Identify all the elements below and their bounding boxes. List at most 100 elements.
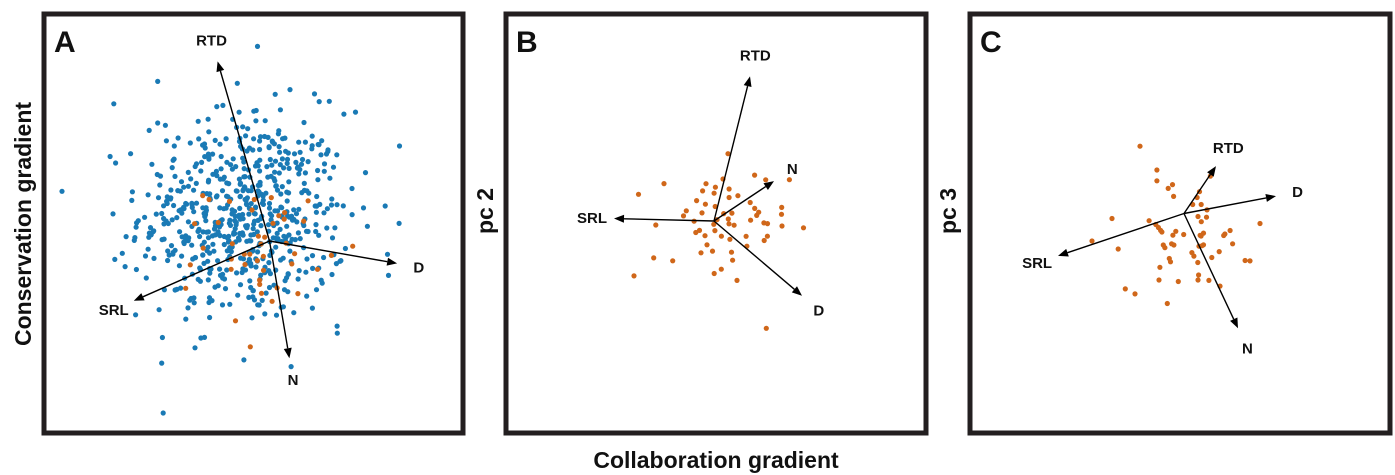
data-point-blue [315, 167, 321, 174]
data-point-blue [129, 189, 135, 195]
data-point-blue [316, 99, 322, 105]
data-point-blue [250, 288, 256, 294]
data-point-orange [728, 249, 735, 255]
data-point-blue [133, 266, 139, 273]
data-point-blue [236, 109, 242, 115]
data-point-orange [1122, 286, 1128, 292]
data-point-orange [1200, 242, 1207, 248]
data-point-blue [342, 245, 348, 252]
panel-b-loadings: RTD N SRL D [577, 47, 824, 319]
data-point-blue [293, 159, 299, 165]
data-point-orange [187, 262, 193, 268]
data-point-orange [257, 281, 263, 287]
data-point-orange [698, 250, 704, 256]
data-point-orange [258, 290, 265, 296]
data-point-blue [207, 250, 213, 256]
data-point-blue [153, 211, 159, 217]
data-point-blue [310, 265, 316, 271]
data-point-blue [250, 147, 256, 153]
data-point-orange [712, 184, 719, 190]
data-point-blue [250, 294, 256, 300]
data-point-blue [207, 270, 213, 276]
data-point-orange [703, 181, 709, 187]
data-point-blue [318, 152, 324, 158]
data-point-orange [635, 191, 642, 197]
data-point-blue [247, 278, 253, 284]
data-point-blue [281, 233, 287, 239]
data-point-blue [246, 211, 252, 217]
data-point-orange [1173, 228, 1179, 234]
data-point-blue [203, 207, 209, 213]
data-point-blue [168, 243, 175, 249]
data-point-orange [192, 221, 198, 227]
data-point-blue [295, 276, 301, 282]
data-point-blue [276, 128, 282, 134]
data-point-orange [1196, 272, 1202, 278]
data-point-blue [334, 152, 340, 158]
data-point-blue [110, 211, 116, 217]
data-point-orange [1156, 277, 1162, 283]
data-point-orange [800, 225, 807, 231]
data-point-blue [174, 215, 180, 221]
data-point-blue [233, 219, 239, 226]
data-point-blue [296, 139, 302, 145]
data-point-blue [219, 217, 225, 223]
data-point-blue [165, 248, 171, 254]
data-point-blue [282, 278, 288, 284]
data-point-blue [309, 143, 315, 149]
data-point-blue [384, 251, 391, 257]
data-point-blue [313, 228, 319, 235]
data-point-blue [245, 126, 251, 132]
data-point-orange [226, 198, 233, 204]
panel-b-points [631, 151, 807, 331]
loading-label-d: D [413, 260, 424, 277]
data-point-blue [232, 208, 238, 214]
data-point-blue [221, 174, 227, 180]
data-point-blue [260, 197, 266, 203]
data-point-orange [1181, 231, 1187, 238]
data-point-blue [204, 191, 210, 197]
loading-label-srl: SRL [577, 210, 607, 227]
data-point-orange [779, 204, 785, 210]
data-point-blue [277, 226, 283, 232]
data-point-orange [1132, 291, 1138, 297]
data-point-blue [164, 200, 170, 207]
data-point-orange [1162, 245, 1168, 251]
data-point-blue [284, 189, 290, 195]
data-point-orange [301, 218, 307, 224]
data-point-blue [319, 138, 325, 144]
data-point-blue [223, 136, 229, 142]
data-point-blue [210, 171, 216, 177]
data-point-blue [302, 170, 308, 176]
data-point-blue [309, 133, 315, 139]
data-point-blue [210, 151, 216, 157]
data-point-blue [197, 233, 203, 240]
data-point-blue [262, 311, 268, 317]
data-point-blue [321, 168, 327, 174]
data-point-orange [761, 237, 767, 244]
data-point-blue [276, 144, 282, 150]
data-point-blue [263, 190, 269, 196]
data-point-orange [1154, 178, 1160, 184]
data-point-blue [128, 151, 134, 157]
data-point-blue [228, 249, 234, 255]
panel-a-loadings: RTD D SRL N [99, 33, 425, 390]
data-point-blue [246, 294, 252, 300]
data-point-orange [215, 219, 221, 226]
data-point-blue [264, 164, 270, 170]
data-point-orange [1257, 220, 1263, 227]
data-point-blue [303, 228, 310, 234]
data-point-blue [122, 264, 128, 270]
data-point-orange [727, 236, 733, 242]
data-point-blue [232, 226, 238, 232]
data-point-orange [292, 251, 298, 257]
data-point-blue [326, 98, 332, 104]
data-point-blue [119, 250, 125, 256]
data-point-blue [296, 171, 302, 177]
data-point-blue [251, 108, 257, 114]
data-point-blue [167, 196, 174, 202]
data-point-orange [262, 234, 268, 240]
data-point-blue [206, 299, 212, 306]
data-point-blue [263, 290, 269, 296]
